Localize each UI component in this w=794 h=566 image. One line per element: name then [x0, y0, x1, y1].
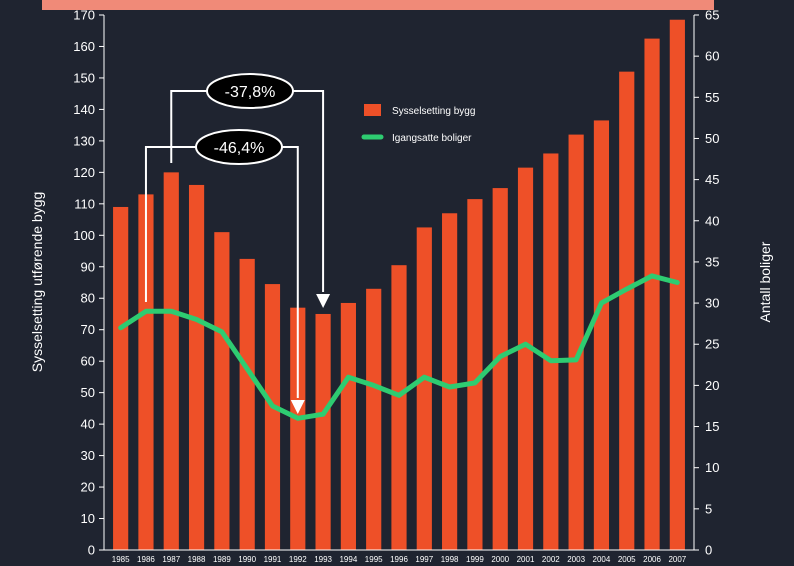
- line-igangsatte-boliger: [118, 273, 680, 421]
- bars-group: [113, 19, 685, 551]
- y-right-tick-label: 45: [705, 172, 719, 187]
- y-left-tick-label: 0: [88, 543, 95, 558]
- x-tick-label: 1990: [238, 555, 256, 564]
- annotation-1-bubble: [206, 73, 294, 109]
- annotation-2-bubble: [195, 129, 283, 165]
- bar-1991: [264, 284, 281, 550]
- y-right-tick-label: 5: [705, 501, 712, 516]
- y-left-tick-label: 90: [81, 259, 95, 274]
- x-tick-label: 1986: [137, 555, 155, 564]
- y-left-tick-label: 40: [81, 417, 95, 432]
- line-group: [118, 273, 680, 421]
- y-right-tick-label: 50: [705, 131, 719, 146]
- bar-1990: [239, 258, 255, 550]
- x-tick-label: 2006: [643, 555, 661, 564]
- y-right-tick-label: 40: [705, 213, 719, 228]
- x-tick-label: 1989: [213, 555, 231, 564]
- bar-1993: [315, 313, 331, 550]
- annotation-1-label: -37,8%: [225, 84, 276, 101]
- y-right-tick-label: 20: [705, 378, 719, 393]
- bar-1998: [442, 213, 458, 550]
- x-tick-label: 1987: [162, 555, 180, 564]
- bar-1997: [416, 227, 432, 551]
- bar-2004: [593, 120, 610, 551]
- x-tick-label: 1999: [466, 555, 484, 564]
- bar-1995: [366, 288, 382, 550]
- y-left-tick-label: 80: [81, 291, 95, 306]
- y-right-tick-label: 35: [705, 254, 719, 269]
- arrow-head: [316, 294, 331, 308]
- y-right-tick-label: 15: [705, 419, 719, 434]
- bar-2001: [517, 167, 534, 550]
- axes-group: 0102030405060708090100110120130140150160…: [73, 8, 719, 565]
- bar-1996: [391, 265, 407, 550]
- bar-1986: [138, 194, 154, 550]
- x-tick-label: 2007: [668, 555, 686, 564]
- y-right-tick-label: 65: [705, 8, 719, 23]
- y-left-tick-label: 10: [81, 511, 95, 526]
- legend-label-sysselsetting-bygg: Sysselsetting bygg: [392, 106, 475, 117]
- annotation-2-label: -46,4%: [214, 140, 265, 157]
- y-right-axis-title: Antall boliger: [757, 241, 773, 322]
- x-tick-label: 2003: [567, 555, 585, 564]
- y-left-tick-label: 120: [73, 165, 95, 180]
- bar-2002: [543, 153, 559, 550]
- y-left-tick-label: 30: [81, 448, 95, 463]
- annotations-group: -37,8% -46,4%: [144, 73, 331, 414]
- y-left-tick-label: 70: [81, 322, 95, 337]
- bar-1987: [163, 172, 179, 550]
- y-left-tick-label: 130: [73, 133, 95, 148]
- x-tick-label: 1995: [365, 555, 383, 564]
- arrow-head: [290, 400, 305, 414]
- bar-2006: [644, 38, 660, 551]
- y-left-tick-label: 60: [81, 354, 95, 369]
- y-right-tick-label: 25: [705, 337, 719, 352]
- x-tick-label: 2000: [491, 555, 509, 564]
- y-left-axis-title: Sysselsetting utførende bygg: [29, 192, 45, 373]
- bar-1988: [188, 184, 205, 551]
- y-left-tick-label: 110: [74, 196, 95, 211]
- y-right-tick-label: 55: [705, 90, 719, 105]
- bar-1994: [340, 302, 356, 550]
- top-band: [42, 0, 714, 10]
- x-tick-label: 1988: [188, 555, 206, 564]
- x-tick-label: 2002: [542, 555, 560, 564]
- bar-1999: [467, 199, 483, 550]
- y-left-tick-label: 170: [73, 8, 95, 23]
- y-right-tick-label: 60: [705, 49, 719, 64]
- x-tick-label: 2001: [517, 555, 535, 564]
- y-left-tick-label: 150: [73, 70, 95, 85]
- bar-2003: [568, 134, 584, 550]
- x-tick-label: 1997: [415, 555, 433, 564]
- bar-2005: [619, 71, 635, 550]
- legend: Sysselsetting bygg Igangsatte boliger: [361, 104, 475, 144]
- y-left-tick-label: 140: [73, 102, 95, 117]
- bar-2000: [492, 188, 508, 550]
- y-right-tick-label: 10: [705, 460, 719, 475]
- x-tick-label: 1993: [314, 555, 332, 564]
- x-tick-label: 1998: [441, 555, 459, 564]
- y-right-tick-label: 0: [705, 543, 712, 558]
- x-tick-label: 1991: [264, 555, 282, 564]
- legend-swatch-sysselsetting-bygg: [364, 104, 381, 116]
- x-tick-label: 1992: [289, 555, 307, 564]
- x-tick-label: 2005: [618, 555, 636, 564]
- x-tick-label: 1996: [390, 555, 408, 564]
- y-left-tick-label: 160: [73, 39, 95, 54]
- y-left-tick-label: 50: [81, 385, 95, 400]
- x-tick-label: 1994: [339, 555, 357, 564]
- bar-1985: [113, 206, 129, 550]
- x-tick-label: 1985: [112, 555, 130, 564]
- x-tick-label: 2004: [593, 555, 611, 564]
- y-left-tick-label: 20: [81, 480, 95, 495]
- y-right-tick-label: 30: [705, 296, 719, 311]
- y-left-tick-label: 100: [73, 228, 95, 243]
- bar-1989: [214, 232, 230, 550]
- legend-label-igangsatte-boliger: Igangsatte boliger: [392, 133, 472, 144]
- bar-1992: [290, 307, 306, 550]
